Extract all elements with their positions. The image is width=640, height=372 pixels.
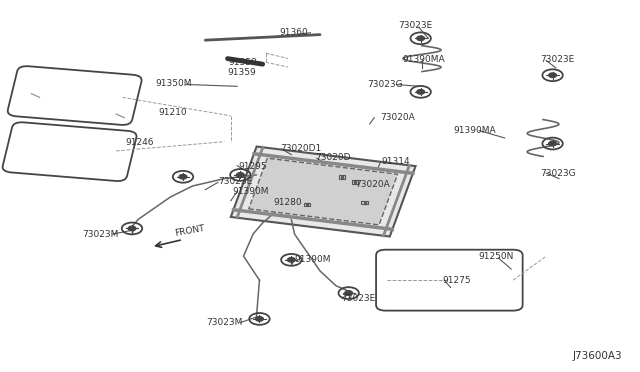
Text: 73023E: 73023E [398,21,433,30]
Bar [362,201,368,205]
Circle shape [417,90,424,94]
Circle shape [236,173,244,177]
Text: 91246: 91246 [125,138,154,147]
Text: 73020A: 73020A [381,113,415,122]
Text: 73023E: 73023E [341,294,375,303]
Circle shape [345,291,353,295]
Circle shape [255,317,263,321]
Text: 91390M: 91390M [232,187,269,196]
Text: 73023M: 73023M [83,230,118,239]
Bar [339,175,346,179]
Text: 73020D: 73020D [316,153,351,163]
Text: 73023E: 73023E [540,55,574,64]
Text: 91280: 91280 [273,198,302,207]
Text: J73600A3: J73600A3 [573,352,623,361]
Text: 91390M: 91390M [294,255,331,264]
Text: 73020A: 73020A [355,180,390,189]
Text: 91275: 91275 [442,276,471,285]
Circle shape [179,174,187,179]
Text: 91314: 91314 [382,157,410,166]
Circle shape [548,141,556,146]
Circle shape [548,73,556,77]
Text: 73023M: 73023M [207,318,243,327]
Text: 73020D1: 73020D1 [280,144,321,153]
Text: 91350M: 91350M [156,79,192,88]
Text: 91390MA: 91390MA [403,55,445,64]
Bar [249,158,397,225]
Circle shape [287,257,295,262]
Text: 91359: 91359 [227,68,256,77]
Text: 91295: 91295 [239,161,267,170]
Text: FRONT: FRONT [173,224,205,238]
Text: 91360: 91360 [279,28,308,37]
Circle shape [128,226,136,231]
Bar [304,203,310,206]
Text: 73023G: 73023G [540,169,575,177]
Text: 91358: 91358 [228,58,257,67]
Circle shape [417,36,424,41]
Text: 91390MA: 91390MA [454,126,497,135]
Text: 73023E: 73023E [218,177,252,186]
Text: 91210: 91210 [159,108,188,117]
Bar [231,147,415,237]
Bar [352,180,358,184]
Text: 73023G: 73023G [367,80,403,89]
Text: 91250N: 91250N [478,252,513,262]
